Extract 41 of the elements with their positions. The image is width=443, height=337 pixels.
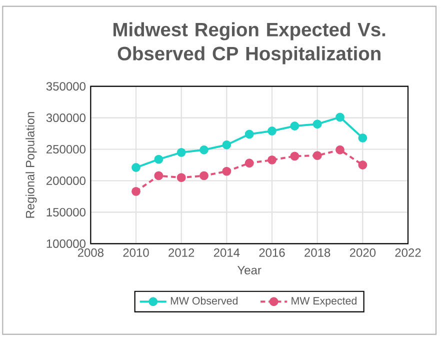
x-tick-label: 2016 (259, 248, 285, 257)
legend-label: MW Expected (292, 296, 356, 307)
point (132, 163, 140, 172)
point (290, 122, 300, 130)
y-tick-label: 300000 (46, 114, 86, 122)
point (132, 186, 140, 196)
chart-title: Midwest Region Expected Vs. Observed CP Hospitalization (114, 22, 386, 64)
y-tick-label: 150000 (46, 208, 86, 216)
point (176, 173, 186, 182)
point (176, 148, 186, 157)
x-axis-title: Year (237, 266, 262, 274)
point (268, 126, 276, 136)
point (336, 145, 344, 154)
point (154, 154, 164, 164)
x-tick-label: 2014 (214, 248, 240, 257)
point (268, 156, 276, 164)
x-tick-label: 2012 (168, 248, 194, 257)
x-tick-label: 2020 (350, 248, 376, 257)
point (312, 151, 322, 160)
x-tick-label: 2022 (395, 248, 421, 257)
point (200, 171, 208, 180)
point (358, 160, 368, 170)
y-tick-label: 200000 (46, 176, 86, 185)
point (336, 112, 344, 122)
x-tick-label: 2010 (123, 248, 149, 257)
point (222, 166, 232, 176)
point (290, 152, 300, 161)
x-tick-label: 2018 (304, 248, 330, 257)
point (244, 158, 254, 168)
y-axis-title: Regional Population (26, 112, 37, 218)
point (312, 120, 322, 129)
point (154, 171, 164, 180)
point (244, 130, 254, 139)
y-tick-label: 350000 (46, 82, 86, 91)
y-tick-label: 100000 (46, 239, 86, 248)
x-tick-label: 2008 (78, 248, 104, 257)
legend-label: MW Observed (170, 296, 238, 305)
y-tick-label: 250000 (46, 145, 86, 154)
point (200, 145, 208, 154)
point (222, 140, 232, 150)
point (358, 133, 368, 142)
